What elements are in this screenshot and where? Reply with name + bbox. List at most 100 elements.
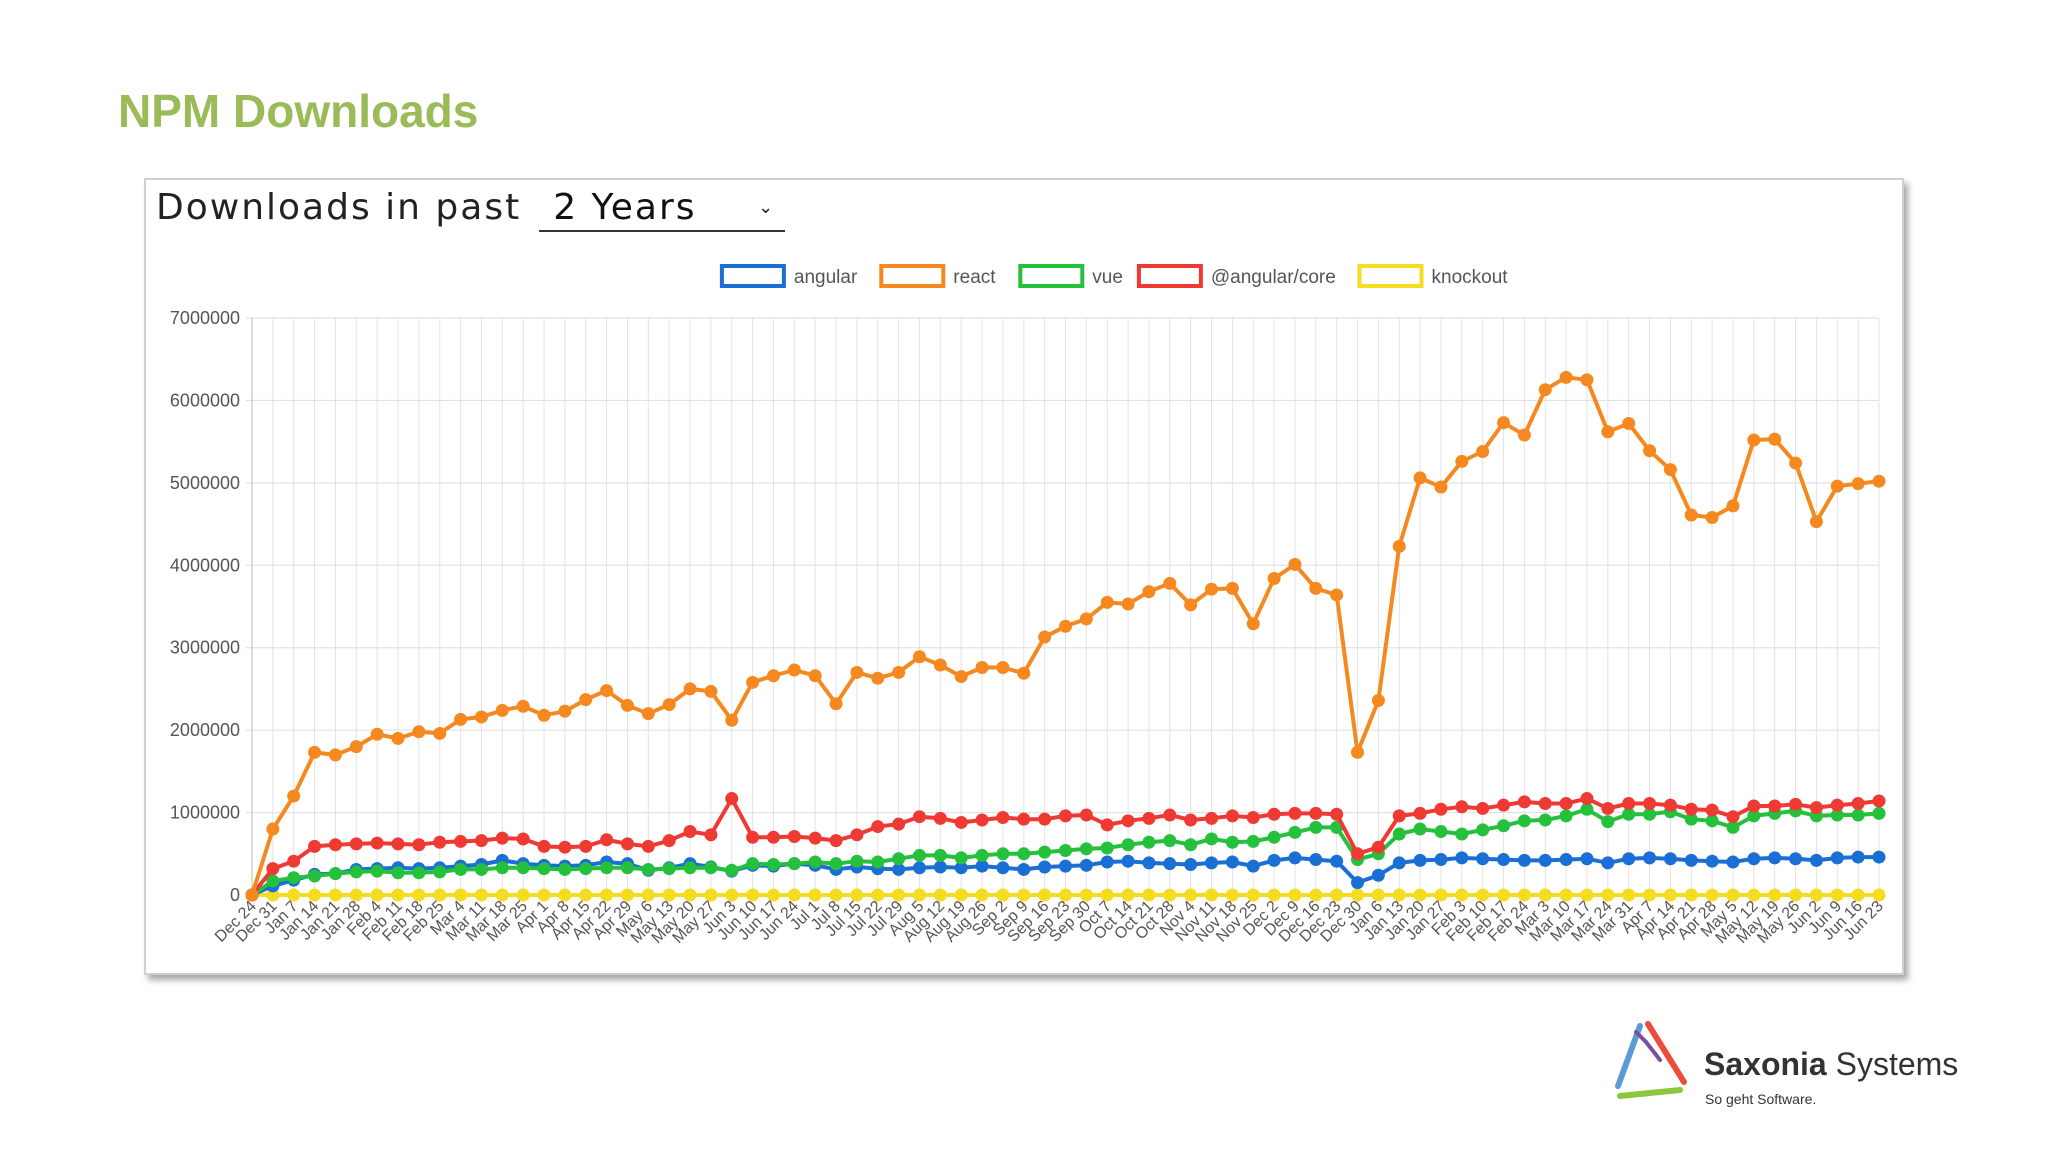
data-point (954, 851, 968, 865)
data-point (1476, 445, 1490, 459)
data-point (308, 839, 322, 853)
data-point (1038, 888, 1052, 902)
data-point (349, 865, 363, 879)
data-point (933, 848, 947, 862)
chart-panel: Downloads in past 2 Years ⌄ 0 1000000 2000… (144, 178, 1904, 975)
data-point (996, 861, 1010, 875)
data-point (1517, 814, 1531, 828)
data-point (1392, 539, 1406, 553)
data-point (933, 860, 947, 874)
data-point (1684, 888, 1698, 902)
data-point (933, 811, 947, 825)
data-point (1371, 888, 1385, 902)
data-point (1246, 888, 1260, 902)
data-point (1809, 853, 1823, 867)
data-point (1455, 454, 1469, 468)
data-point (1267, 853, 1281, 867)
slide-title: NPM Downloads (118, 85, 479, 137)
data-point (683, 825, 697, 839)
data-point (1142, 888, 1156, 902)
data-point (1497, 798, 1511, 812)
data-point (725, 792, 739, 806)
data-point (829, 857, 843, 871)
data-point (1768, 851, 1782, 865)
data-point (1351, 876, 1365, 890)
data-point (287, 871, 301, 885)
data-point (1455, 800, 1469, 814)
data-point (1517, 888, 1531, 902)
data-point (474, 710, 488, 724)
data-point (850, 888, 864, 902)
data-point (266, 874, 280, 888)
data-point (1059, 859, 1072, 873)
data-point (1872, 850, 1886, 864)
data-point (746, 888, 760, 902)
data-point (328, 867, 342, 881)
data-point (1371, 840, 1385, 854)
data-point (1371, 868, 1385, 882)
data-point (1705, 888, 1719, 902)
data-point (328, 748, 342, 762)
data-point (433, 888, 447, 902)
data-point (1330, 807, 1344, 821)
data-point (1267, 807, 1281, 821)
data-point (1163, 888, 1177, 902)
data-point (412, 725, 426, 739)
legend-item: angular (719, 264, 858, 288)
data-point (1434, 853, 1448, 867)
data-point (1809, 801, 1823, 815)
data-point (975, 888, 989, 902)
period-select[interactable]: 2 Years ⌄ (539, 184, 786, 232)
series-vue (245, 802, 1886, 902)
data-point (412, 866, 426, 880)
data-point (1434, 802, 1448, 816)
data-point (1601, 801, 1615, 815)
data-point (1726, 855, 1740, 869)
data-point (370, 888, 384, 902)
data-point (1100, 855, 1114, 869)
data-point (1309, 820, 1323, 834)
data-point (349, 837, 363, 851)
period-filter: Downloads in past 2 Years ⌄ (156, 184, 786, 232)
data-point (808, 669, 822, 683)
data-point (1559, 888, 1573, 902)
data-point (662, 834, 676, 848)
data-point (308, 745, 322, 759)
data-point (996, 888, 1010, 902)
data-point (1142, 585, 1156, 599)
data-point (1497, 819, 1511, 833)
data-point (1663, 852, 1677, 866)
data-point (433, 726, 447, 740)
data-point (683, 888, 697, 902)
data-point (1434, 888, 1448, 902)
data-point (1830, 851, 1844, 865)
data-point (370, 864, 384, 878)
data-point (1789, 797, 1803, 811)
y-tick-label: 4000000 (170, 555, 240, 575)
logo-brand: Saxonia Systems (1704, 1046, 1959, 1082)
data-point (892, 862, 906, 876)
data-point (537, 862, 551, 876)
data-point (912, 888, 926, 902)
data-point (1747, 809, 1761, 823)
data-point (1726, 499, 1740, 513)
data-point (954, 815, 968, 829)
data-point (1288, 888, 1302, 902)
data-point (1705, 803, 1719, 817)
data-point (1288, 851, 1302, 865)
data-point (1622, 807, 1636, 821)
data-point (1225, 581, 1239, 595)
data-point (1163, 808, 1177, 822)
data-point (1559, 370, 1573, 384)
data-point (495, 703, 509, 717)
data-point (1476, 801, 1490, 815)
data-point (683, 682, 697, 696)
period-filter-label: Downloads in past (156, 187, 522, 228)
data-point (516, 832, 530, 846)
data-point (620, 861, 634, 875)
data-point (1455, 827, 1469, 841)
data-point (1601, 815, 1615, 829)
data-point (1413, 853, 1427, 867)
data-point (1768, 799, 1782, 813)
data-point (1205, 888, 1219, 902)
